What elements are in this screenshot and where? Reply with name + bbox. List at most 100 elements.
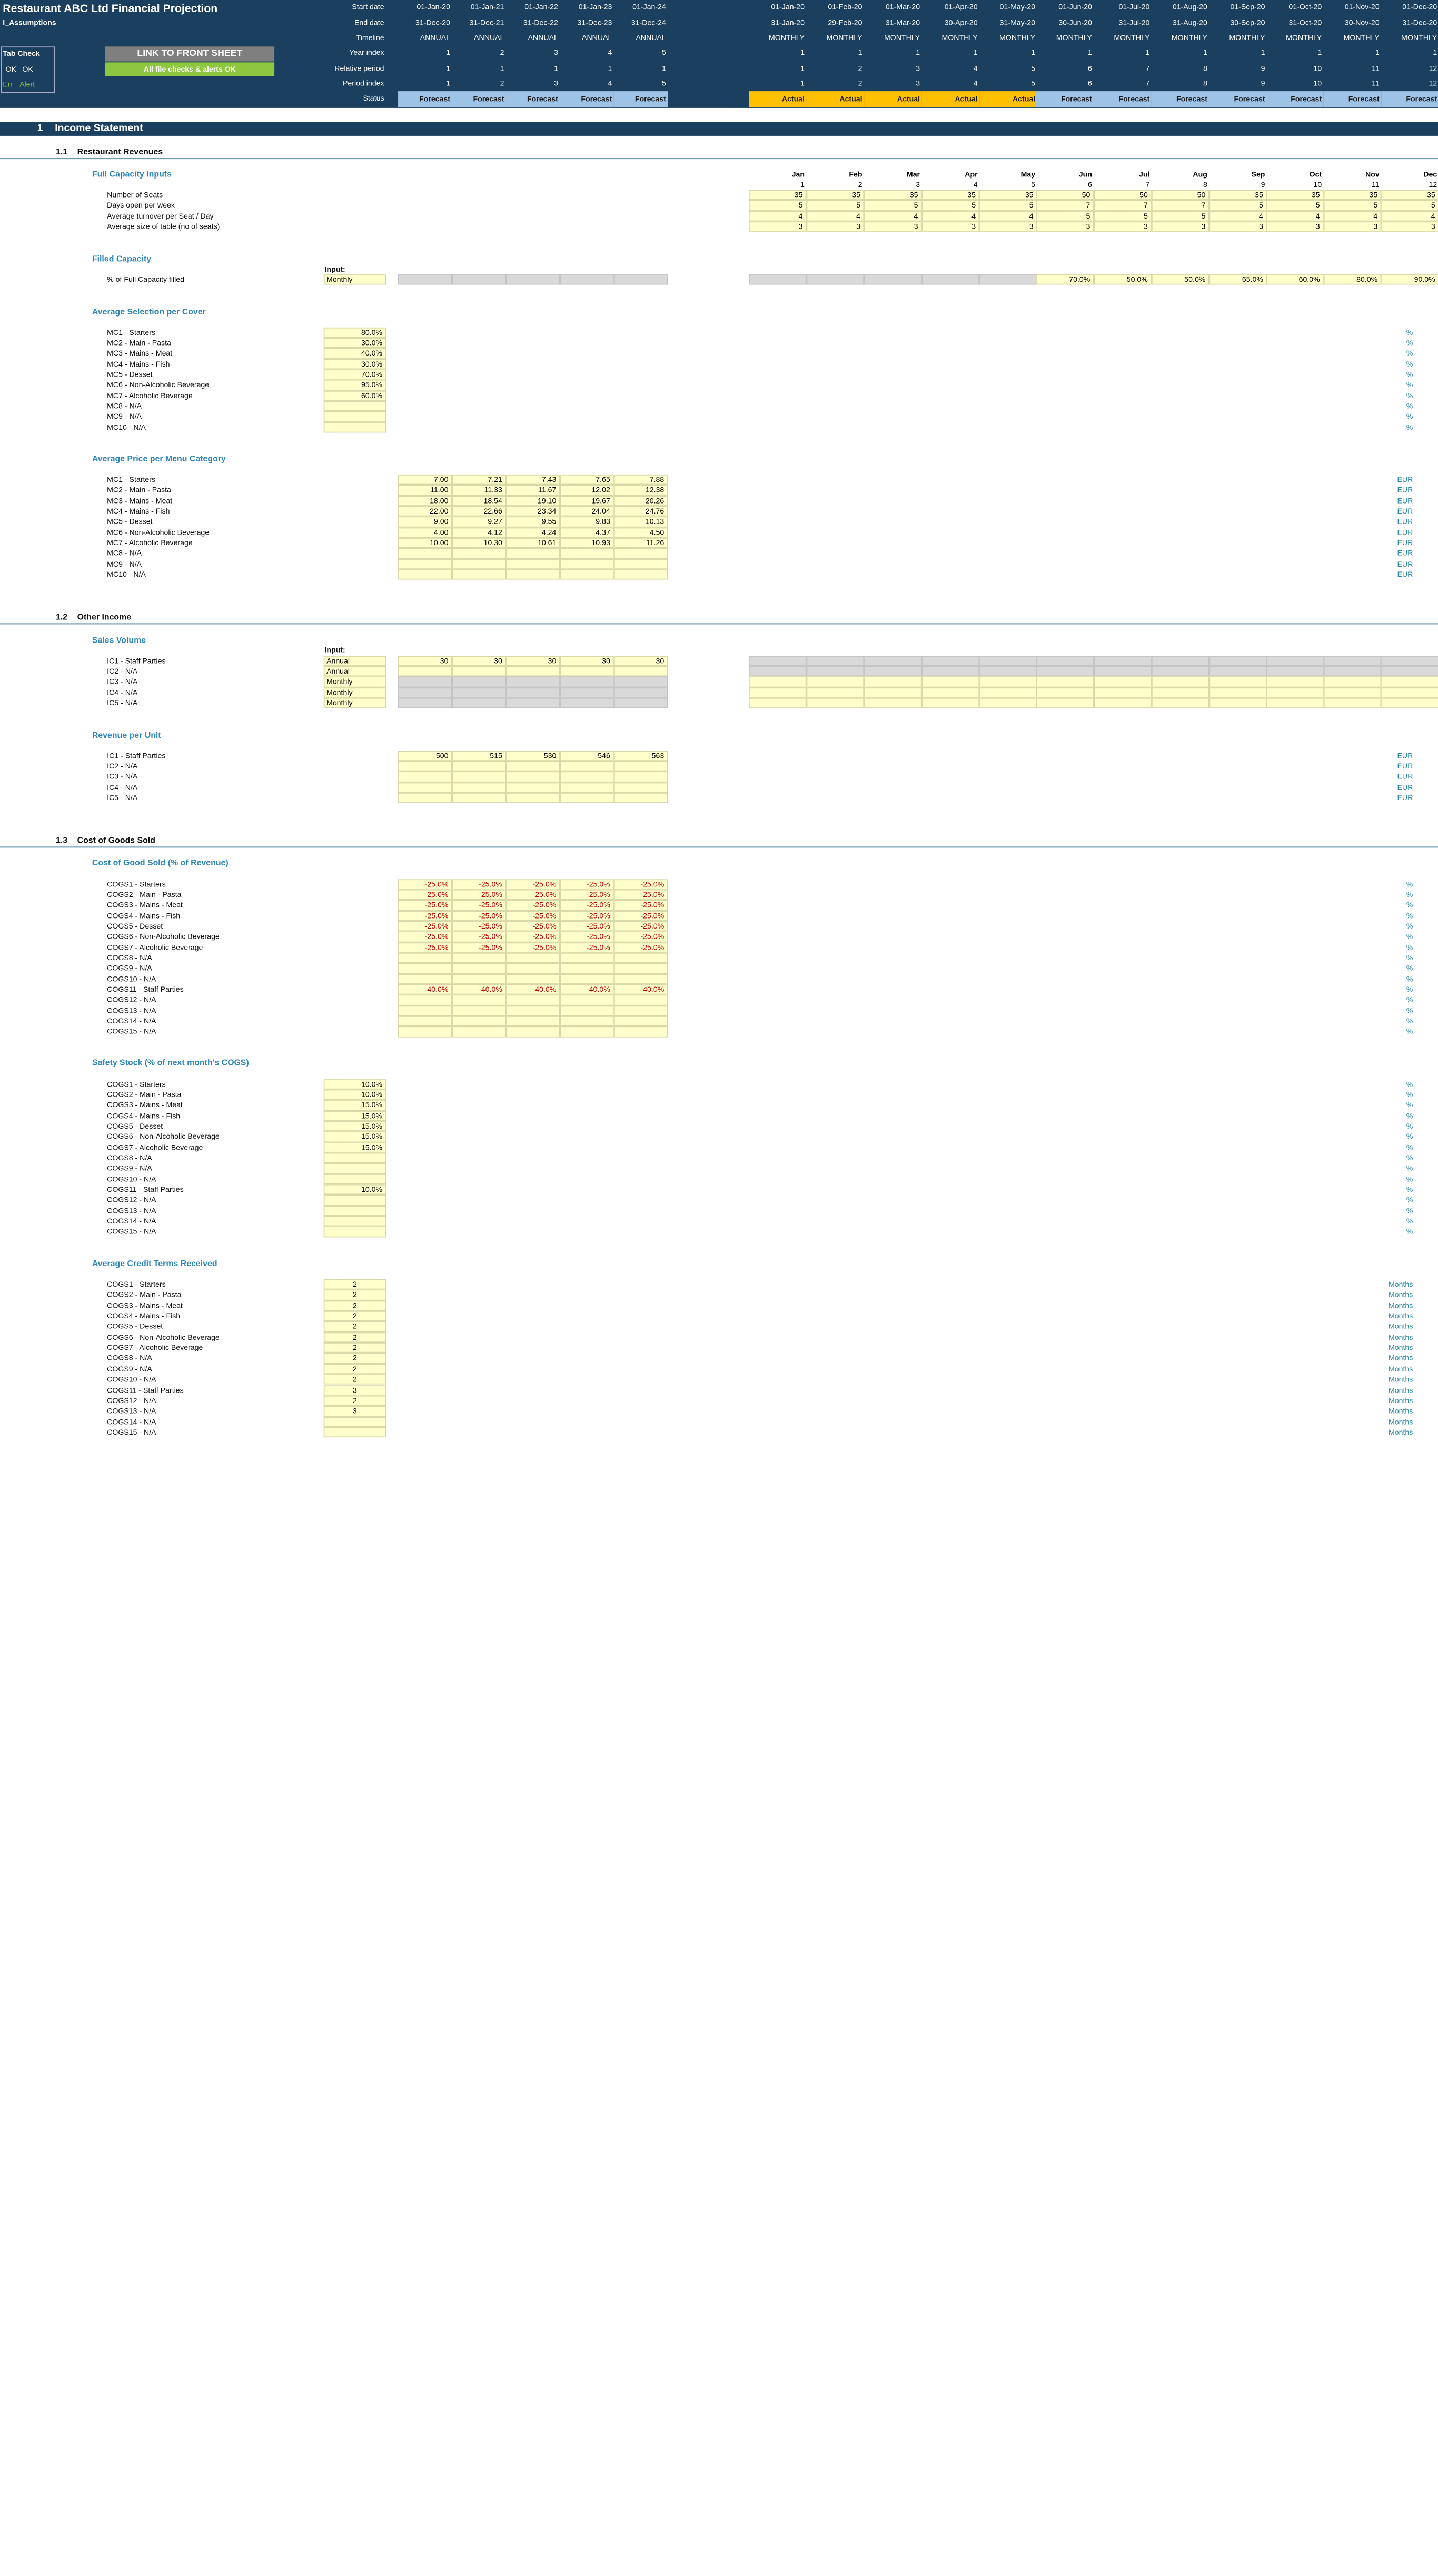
price-input-cell[interactable]: 24.76 (613, 506, 668, 517)
revenue-input-cell[interactable]: 530 (505, 750, 560, 761)
revenue-input-cell[interactable] (452, 761, 506, 772)
volume-monthly-cell[interactable] (749, 697, 807, 708)
volume-monthly-cell[interactable] (921, 697, 980, 708)
capacity-input-cell[interactable]: 3 (1151, 221, 1209, 232)
cogs-input-cell[interactable]: -25.0% (613, 931, 668, 942)
capacity-input-cell[interactable]: 5 (1151, 211, 1209, 222)
selection-input-cell[interactable]: 60.0% (323, 390, 386, 401)
volume-input-cell[interactable] (560, 666, 614, 677)
selection-input-cell[interactable]: 95.0% (323, 380, 386, 391)
volume-input-cell[interactable] (452, 666, 506, 677)
selection-input-cell[interactable] (323, 411, 386, 422)
cogs-input-cell[interactable]: -25.0% (560, 921, 614, 932)
safety-stock-input-cell[interactable] (323, 1195, 386, 1206)
capacity-input-cell[interactable]: 35 (749, 190, 807, 201)
credit-terms-input-cell[interactable]: 3 (323, 1406, 386, 1417)
volume-monthly-cell[interactable] (921, 676, 980, 687)
cogs-input-cell[interactable] (398, 1016, 452, 1027)
price-input-cell[interactable] (398, 548, 452, 559)
volume-monthly-cell[interactable] (979, 676, 1037, 687)
capacity-input-cell[interactable]: 5 (1094, 211, 1152, 222)
cogs-input-cell[interactable]: -25.0% (398, 879, 452, 890)
price-input-cell[interactable] (452, 548, 506, 559)
cogs-input-cell[interactable]: -25.0% (560, 900, 614, 911)
price-input-cell[interactable]: 9.83 (560, 517, 614, 528)
capacity-input-cell[interactable]: 3 (1209, 221, 1267, 232)
cogs-input-cell[interactable]: -25.0% (505, 889, 560, 900)
cogs-input-cell[interactable]: -25.0% (398, 921, 452, 932)
price-input-cell[interactable]: 7.65 (560, 474, 614, 485)
credit-terms-input-cell[interactable]: 2 (323, 1343, 386, 1354)
revenue-input-cell[interactable] (560, 771, 614, 782)
cogs-input-cell[interactable]: -25.0% (505, 942, 560, 953)
volume-monthly-cell[interactable] (1381, 676, 1438, 687)
credit-terms-input-cell[interactable]: 2 (323, 1374, 386, 1385)
capacity-input-cell[interactable]: 5 (1036, 211, 1094, 222)
cogs-input-cell[interactable] (613, 952, 668, 963)
credit-terms-input-cell[interactable]: 2 (323, 1332, 386, 1343)
revenue-input-cell[interactable] (613, 761, 668, 772)
cogs-input-cell[interactable]: -25.0% (560, 931, 614, 942)
credit-terms-input-cell[interactable]: 2 (323, 1353, 386, 1364)
cogs-input-cell[interactable]: -25.0% (505, 931, 560, 942)
cogs-input-cell[interactable]: -40.0% (452, 984, 506, 995)
capacity-input-cell[interactable]: 7 (1094, 200, 1152, 211)
filled-capacity-cell[interactable]: 60.0% (1266, 274, 1324, 285)
price-input-cell[interactable]: 7.21 (452, 474, 506, 485)
price-input-cell[interactable]: 19.10 (505, 495, 560, 507)
capacity-input-cell[interactable]: 3 (749, 221, 807, 232)
volume-input-cell[interactable]: 30 (505, 655, 560, 666)
price-input-cell[interactable]: 12.38 (613, 485, 668, 496)
volume-monthly-cell[interactable] (1266, 687, 1324, 698)
cogs-input-cell[interactable]: -25.0% (452, 910, 506, 921)
safety-stock-input-cell[interactable]: 10.0% (323, 1079, 386, 1090)
price-input-cell[interactable]: 4.37 (560, 527, 614, 538)
price-input-cell[interactable]: 11.26 (613, 538, 668, 549)
safety-stock-input-cell[interactable]: 10.0% (323, 1089, 386, 1100)
cogs-input-cell[interactable]: -25.0% (560, 889, 614, 900)
cogs-input-cell[interactable]: -25.0% (452, 889, 506, 900)
cogs-input-cell[interactable]: -25.0% (398, 889, 452, 900)
capacity-input-cell[interactable]: 35 (806, 190, 865, 201)
price-input-cell[interactable] (398, 559, 452, 570)
volume-monthly-cell[interactable] (1151, 687, 1209, 698)
price-input-cell[interactable] (452, 559, 506, 570)
cogs-input-cell[interactable] (452, 963, 506, 974)
capacity-input-cell[interactable]: 5 (1209, 200, 1267, 211)
price-input-cell[interactable]: 11.67 (505, 485, 560, 496)
cogs-input-cell[interactable] (560, 1027, 614, 1038)
price-input-cell[interactable]: 4.24 (505, 527, 560, 538)
input-frequency-select[interactable]: Monthly (323, 274, 386, 285)
volume-monthly-cell[interactable] (1209, 687, 1267, 698)
price-input-cell[interactable] (613, 548, 668, 559)
cogs-input-cell[interactable]: -40.0% (613, 984, 668, 995)
price-input-cell[interactable] (452, 569, 506, 580)
capacity-input-cell[interactable]: 35 (1381, 190, 1438, 201)
capacity-input-cell[interactable]: 4 (749, 211, 807, 222)
input-frequency-select[interactable]: Monthly (323, 697, 386, 708)
credit-terms-input-cell[interactable]: 2 (323, 1321, 386, 1333)
price-input-cell[interactable] (505, 559, 560, 570)
cogs-input-cell[interactable] (560, 952, 614, 963)
cogs-input-cell[interactable]: -25.0% (560, 879, 614, 890)
safety-stock-input-cell[interactable]: 15.0% (323, 1110, 386, 1121)
cogs-input-cell[interactable] (613, 1016, 668, 1027)
price-input-cell[interactable]: 7.88 (613, 474, 668, 485)
volume-monthly-cell[interactable] (979, 687, 1037, 698)
cogs-input-cell[interactable]: -25.0% (505, 879, 560, 890)
volume-monthly-cell[interactable] (1094, 687, 1152, 698)
filled-capacity-cell[interactable]: 80.0% (1323, 274, 1382, 285)
price-input-cell[interactable]: 10.30 (452, 538, 506, 549)
capacity-input-cell[interactable]: 3 (979, 221, 1037, 232)
volume-monthly-cell[interactable] (979, 697, 1037, 708)
volume-monthly-cell[interactable] (1323, 687, 1382, 698)
safety-stock-input-cell[interactable]: 15.0% (323, 1121, 386, 1132)
price-input-cell[interactable]: 9.27 (452, 517, 506, 528)
safety-stock-input-cell[interactable] (323, 1152, 386, 1163)
input-frequency-select[interactable]: Annual (323, 655, 386, 666)
filled-capacity-cell[interactable]: 65.0% (1209, 274, 1267, 285)
price-input-cell[interactable]: 11.00 (398, 485, 452, 496)
price-input-cell[interactable]: 18.54 (452, 495, 506, 507)
capacity-input-cell[interactable]: 4 (1266, 211, 1324, 222)
cogs-input-cell[interactable] (560, 973, 614, 984)
